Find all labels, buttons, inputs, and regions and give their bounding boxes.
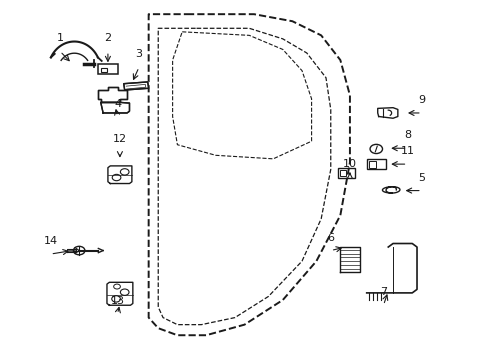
Text: 4: 4 bbox=[114, 99, 121, 109]
Text: 1: 1 bbox=[57, 33, 63, 44]
Polygon shape bbox=[101, 102, 129, 113]
Text: 14: 14 bbox=[43, 236, 58, 246]
Text: 10: 10 bbox=[342, 159, 356, 169]
Polygon shape bbox=[67, 249, 76, 252]
Text: 11: 11 bbox=[400, 147, 414, 156]
Bar bbox=[101, 68, 107, 72]
Bar bbox=[340, 170, 346, 176]
Text: 6: 6 bbox=[326, 233, 334, 243]
Bar bbox=[98, 64, 117, 74]
Text: 8: 8 bbox=[403, 130, 410, 140]
Text: 9: 9 bbox=[417, 95, 425, 105]
Bar bbox=[366, 159, 385, 170]
Bar bbox=[337, 168, 354, 178]
Polygon shape bbox=[377, 108, 397, 118]
Polygon shape bbox=[340, 247, 359, 272]
Text: 13: 13 bbox=[110, 296, 124, 306]
Polygon shape bbox=[98, 86, 127, 102]
Text: 5: 5 bbox=[417, 173, 425, 183]
Text: 12: 12 bbox=[113, 134, 127, 144]
Bar bbox=[368, 161, 376, 168]
Polygon shape bbox=[108, 166, 132, 184]
Text: 7: 7 bbox=[379, 288, 386, 297]
Text: 2: 2 bbox=[104, 33, 111, 44]
Polygon shape bbox=[123, 82, 148, 90]
Text: 3: 3 bbox=[135, 49, 142, 59]
Polygon shape bbox=[107, 282, 133, 305]
